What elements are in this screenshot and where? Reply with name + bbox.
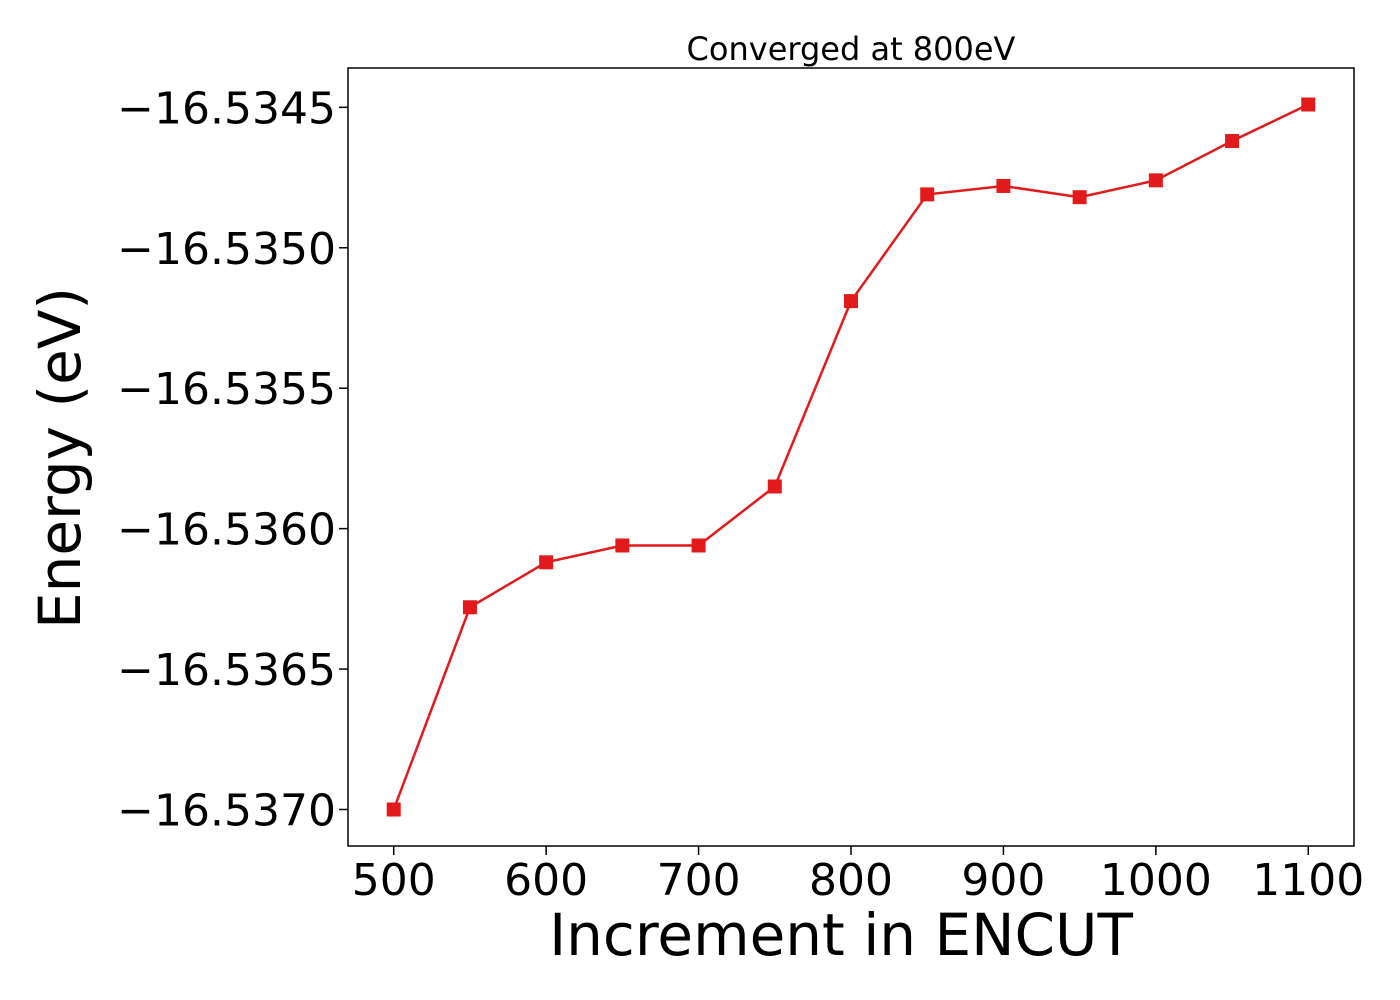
data-point-800 [844,294,858,309]
data-point-1000 [1148,173,1163,188]
x-tick-label: 800 [809,855,893,906]
series-line [392,103,1309,810]
x-axis-title: Increment in ENCUT [549,901,1133,969]
plot-frame [347,67,1355,847]
y-tick-label: −16.5355 [117,364,336,415]
series-energy [386,97,1316,817]
data-point-750 [767,479,782,494]
y-tick-label: −16.5350 [117,224,336,275]
x-tick-label: 700 [657,855,741,906]
data-point-900 [996,178,1011,193]
data-point-650 [615,538,630,553]
data-point-550 [462,600,477,615]
y-tick-label: −16.5370 [117,785,336,836]
data-point-500 [386,802,401,817]
y-tick-label: −16.5345 [117,83,336,134]
data-point-1050 [1225,134,1240,149]
chart-title: Converged at 800eV [687,30,1016,68]
x-tick-label: 600 [504,855,588,906]
y-axis: −16.5370 −16.5365 −16.5360 −16.5355 −16.5350… [117,83,348,836]
x-axis: 500 600 700 800 900 1000 1100 [352,846,1364,906]
data-point-950 [1072,190,1087,205]
data-point-700 [691,538,706,553]
data-point-850 [920,187,935,202]
y-axis-title: Energy (eV) [26,287,94,629]
x-tick-label: 1000 [1100,855,1212,906]
x-tick-label: 500 [352,855,436,906]
data-point-1100 [1301,97,1316,112]
y-tick-label: −16.5360 [117,505,336,556]
y-tick-label: −16.5365 [117,645,336,696]
data-point-600 [539,555,554,570]
x-tick-label: 900 [961,855,1045,906]
x-tick-label: 1100 [1252,855,1364,906]
